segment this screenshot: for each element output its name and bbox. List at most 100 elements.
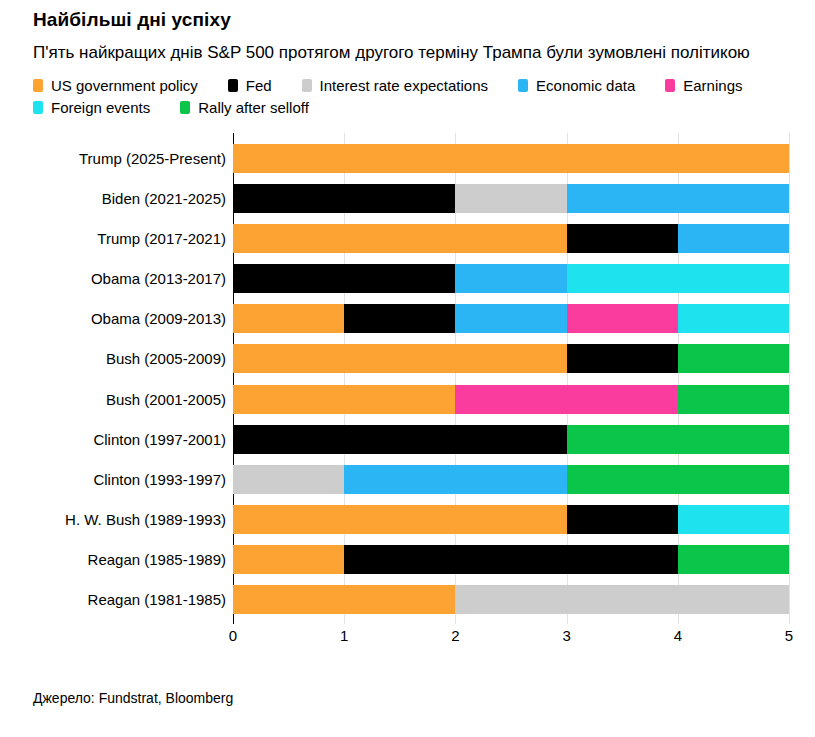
segment-earnings <box>567 304 678 333</box>
category-label: H. W. Bush (1989-1993) <box>33 511 233 528</box>
legend-swatch-icon <box>302 79 312 92</box>
bar-rows: Trump (2025-Present) Biden (2021-2025) Tru… <box>33 138 789 620</box>
segment-foreign-events <box>678 304 789 333</box>
legend-label: Interest rate expectations <box>320 77 488 94</box>
category-label: Trump (2017-2021) <box>33 230 233 247</box>
legend-label: Rally after selloff <box>198 99 309 116</box>
chart-subtitle: П'ять найкращих днів S&P 500 протягом др… <box>33 40 789 66</box>
legend-label: Fed <box>246 77 272 94</box>
segment-us-government-policy <box>233 505 567 534</box>
segment-fed <box>567 505 678 534</box>
category-label: Bush (2001-2005) <box>33 391 233 408</box>
segment-earnings <box>455 385 677 414</box>
category-label: Reagan (1985-1989) <box>33 551 233 568</box>
segment-us-government-policy <box>233 144 789 173</box>
category-label: Clinton (1993-1997) <box>33 471 233 488</box>
legend-item-fed: Fed <box>228 77 272 94</box>
segment-foreign-events <box>567 264 789 293</box>
legend-swatch-icon <box>180 101 190 114</box>
legend-label: Earnings <box>683 77 742 94</box>
segment-us-government-policy <box>233 585 455 614</box>
bar-track <box>233 465 789 494</box>
segment-fed <box>567 344 678 373</box>
legend-item-interest-rate-expectations: Interest rate expectations <box>302 77 488 94</box>
legend-swatch-icon <box>33 79 43 92</box>
x-tick-label-1: 1 <box>340 627 348 644</box>
legend-swatch-icon <box>33 101 43 114</box>
plot-area: Trump (2025-Present) Biden (2021-2025) Tru… <box>33 133 789 624</box>
segment-us-government-policy <box>233 545 344 574</box>
segment-fed <box>344 545 678 574</box>
segment-interest-rate-expectations <box>455 184 566 213</box>
bar-row-bush-2005-2009: Bush (2005-2009) <box>33 339 789 379</box>
x-tick-label-3: 3 <box>562 627 570 644</box>
x-tick-label-2: 2 <box>451 627 459 644</box>
segment-interest-rate-expectations <box>233 465 344 494</box>
x-tick-label-0: 0 <box>229 627 237 644</box>
bar-track <box>233 144 789 173</box>
bar-row-reagan-1981-1985: Reagan (1981-1985) <box>33 580 789 620</box>
chart-legend: US government policy Fed Interest rate exp… <box>33 77 778 116</box>
category-label: Trump (2025-Present) <box>33 150 233 167</box>
segment-rally-after-selloff <box>567 465 789 494</box>
bar-track <box>233 505 789 534</box>
stacked-bar-chart: Trump (2025-Present) Biden (2021-2025) Tru… <box>33 133 789 646</box>
legend-label: Foreign events <box>51 99 150 116</box>
segment-economic-data <box>567 184 789 213</box>
bar-row-obama-2013-2017: Obama (2013-2017) <box>33 259 789 299</box>
bar-track <box>233 545 789 574</box>
segment-fed <box>233 184 455 213</box>
bar-track <box>233 425 789 454</box>
chart-title: Найбільші дні успіху <box>33 8 789 33</box>
segment-fed <box>344 304 455 333</box>
segment-us-government-policy <box>233 344 567 373</box>
article-chart: Найбільші дні успіху П'ять найкращих дні… <box>0 0 815 706</box>
legend-swatch-icon <box>228 79 238 92</box>
x-tick-label-5: 5 <box>785 627 793 644</box>
category-label: Obama (2013-2017) <box>33 270 233 287</box>
bar-row-clinton-1993-1997: Clinton (1993-1997) <box>33 459 789 499</box>
bar-track <box>233 184 789 213</box>
category-label: Biden (2021-2025) <box>33 190 233 207</box>
segment-foreign-events <box>678 505 789 534</box>
legend-item-economic-data: Economic data <box>518 77 635 94</box>
legend-label: Economic data <box>536 77 635 94</box>
segment-economic-data <box>678 224 789 253</box>
segment-interest-rate-expectations <box>455 585 789 614</box>
bar-row-biden-2021-2025: Biden (2021-2025) <box>33 178 789 218</box>
segment-economic-data <box>455 264 566 293</box>
x-axis: 012345 <box>233 624 789 646</box>
bar-row-clinton-1997-2001: Clinton (1997-2001) <box>33 419 789 459</box>
bar-row-trump-2017-2021: Trump (2017-2021) <box>33 218 789 258</box>
segment-fed <box>567 224 678 253</box>
legend-item-us-government-policy: US government policy <box>33 77 198 94</box>
bar-row-obama-2009-2013: Obama (2009-2013) <box>33 299 789 339</box>
bar-row-reagan-1985-1989: Reagan (1985-1989) <box>33 540 789 580</box>
category-label: Obama (2009-2013) <box>33 310 233 327</box>
bar-track <box>233 304 789 333</box>
bar-row-h-w-bush-1989-1993: H. W. Bush (1989-1993) <box>33 499 789 539</box>
legend-item-earnings: Earnings <box>665 77 742 94</box>
segment-rally-after-selloff <box>678 385 789 414</box>
legend-swatch-icon <box>665 79 675 92</box>
bar-row-bush-2001-2005: Bush (2001-2005) <box>33 379 789 419</box>
category-label: Reagan (1981-1985) <box>33 591 233 608</box>
legend-item-foreign-events: Foreign events <box>33 99 150 116</box>
segment-fed <box>233 425 567 454</box>
legend-label: US government policy <box>51 77 198 94</box>
segment-us-government-policy <box>233 385 455 414</box>
source-note: Джерело: Fundstrat, Bloomberg <box>33 690 789 706</box>
category-label: Clinton (1997-2001) <box>33 431 233 448</box>
segment-rally-after-selloff <box>678 344 789 373</box>
bar-track <box>233 585 789 614</box>
category-label: Bush (2005-2009) <box>33 350 233 367</box>
bar-track <box>233 385 789 414</box>
segment-economic-data <box>455 304 566 333</box>
legend-swatch-icon <box>518 79 528 92</box>
segment-us-government-policy <box>233 304 344 333</box>
segment-us-government-policy <box>233 224 567 253</box>
bar-track <box>233 224 789 253</box>
gridline-x5 <box>789 133 790 624</box>
bar-track <box>233 344 789 373</box>
legend-item-rally-after-selloff: Rally after selloff <box>180 99 309 116</box>
